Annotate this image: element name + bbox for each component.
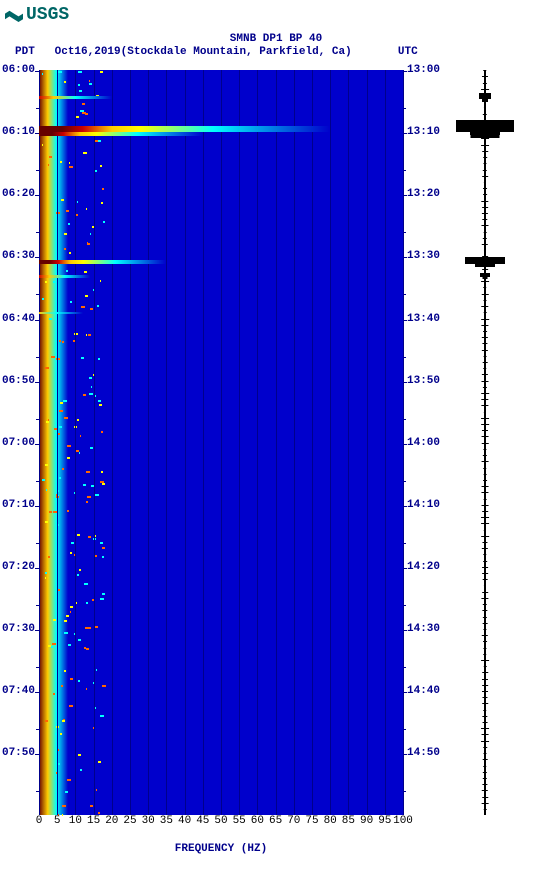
freq-tick: 65: [269, 815, 282, 827]
time-tick: 14:50: [403, 747, 440, 759]
time-tick: 07:30: [2, 623, 39, 635]
freq-tick: 70: [287, 815, 300, 827]
location: (Stockdale Mountain, Parkfield, Ca): [121, 46, 352, 58]
freq-tick: 30: [142, 815, 155, 827]
time-tick: 13:30: [403, 250, 440, 262]
seismogram-trace: [455, 70, 515, 815]
freq-tick: 95: [378, 815, 391, 827]
time-tick: 14:40: [403, 685, 440, 697]
right-time-axis: 13:0013:1013:2013:3013:4013:5014:0014:10…: [403, 70, 437, 815]
chart-subtitle: PDT Oct16,2019(Stockdale Mountain, Parkf…: [5, 46, 547, 58]
freq-tick: 85: [342, 815, 355, 827]
freq-tick: 75: [305, 815, 318, 827]
time-tick: 06:00: [2, 64, 39, 76]
freq-tick: 0: [36, 815, 43, 827]
frequency-axis: 0510152025303540455055606570758085909510…: [39, 815, 403, 829]
freq-tick: 45: [196, 815, 209, 827]
frequency-axis-label: FREQUENCY (HZ): [39, 843, 403, 855]
freq-tick: 40: [178, 815, 191, 827]
date: Oct16,2019: [55, 46, 121, 58]
freq-tick: 35: [160, 815, 173, 827]
tz-left: PDT: [15, 46, 35, 58]
time-tick: 14:10: [403, 499, 440, 511]
time-tick: 06:50: [2, 375, 39, 387]
time-tick: 13:40: [403, 313, 440, 325]
freq-tick: 10: [69, 815, 82, 827]
time-tick: 13:50: [403, 375, 440, 387]
spectrogram-plot: [39, 70, 403, 815]
time-tick: 06:40: [2, 313, 39, 325]
freq-tick: 90: [360, 815, 373, 827]
freq-tick: 100: [393, 815, 413, 827]
chart-body: 06:0006:1006:2006:3006:4006:5007:0007:10…: [5, 70, 547, 815]
time-tick: 14:30: [403, 623, 440, 635]
time-tick: 07:40: [2, 685, 39, 697]
usgs-logo: USGS: [5, 5, 547, 25]
freq-tick: 5: [54, 815, 61, 827]
logo-wave-icon: [5, 8, 23, 22]
time-tick: 13:10: [403, 126, 440, 138]
time-tick: 07:50: [2, 747, 39, 759]
chart-title: SMNB DP1 BP 40: [5, 33, 547, 46]
freq-tick: 55: [233, 815, 246, 827]
left-time-axis: 06:0006:1006:2006:3006:4006:5007:0007:10…: [5, 70, 39, 815]
freq-tick: 50: [214, 815, 227, 827]
freq-tick: 20: [105, 815, 118, 827]
tz-right: UTC: [398, 46, 418, 58]
time-tick: 13:00: [403, 64, 440, 76]
freq-tick: 15: [87, 815, 100, 827]
time-tick: 14:20: [403, 561, 440, 573]
time-tick: 07:10: [2, 499, 39, 511]
time-tick: 13:20: [403, 188, 440, 200]
time-tick: 14:00: [403, 437, 440, 449]
freq-tick: 60: [251, 815, 264, 827]
freq-tick: 80: [324, 815, 337, 827]
time-tick: 06:20: [2, 188, 39, 200]
freq-tick: 25: [123, 815, 136, 827]
time-tick: 07:00: [2, 437, 39, 449]
time-tick: 07:20: [2, 561, 39, 573]
time-tick: 06:30: [2, 250, 39, 262]
logo-text: USGS: [26, 5, 69, 25]
time-tick: 06:10: [2, 126, 39, 138]
